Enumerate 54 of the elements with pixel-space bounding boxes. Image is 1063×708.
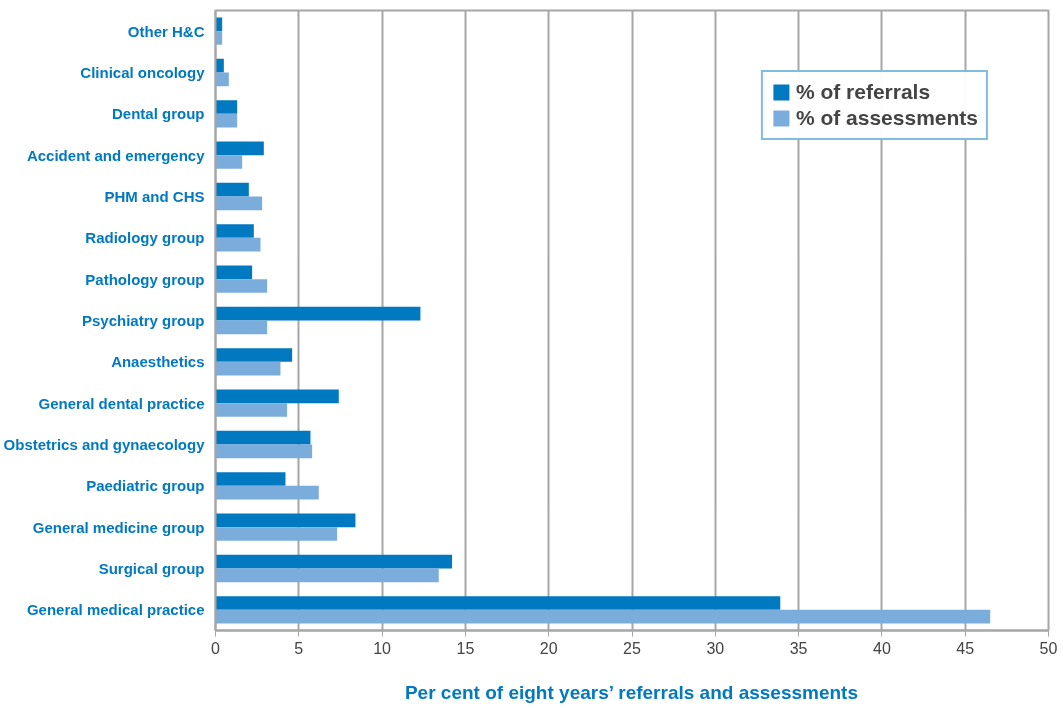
- y-tick-label: Accident and emergency: [26, 146, 206, 164]
- y-tick-label: Clinical oncology: [80, 64, 206, 81]
- x-tick-label: 30: [706, 639, 725, 657]
- bar: [215, 141, 264, 156]
- y-tick-label: Other H&C: [127, 22, 205, 40]
- bar: [215, 568, 439, 583]
- bar: [215, 237, 261, 252]
- x-tick-label: 45: [956, 639, 975, 657]
- bar: [215, 320, 268, 335]
- y-tick-label: Obstetrics and gynaecology: [3, 436, 206, 453]
- x-tick-label: 40: [873, 639, 891, 657]
- bar: [215, 100, 238, 114]
- y-tick-label: General medical practice: [26, 601, 205, 619]
- y-tick-label: General dental practice: [38, 394, 205, 412]
- legend-label: % of assessments: [795, 106, 978, 130]
- bar: [215, 444, 313, 459]
- bar: [215, 527, 338, 541]
- x-tick-label: 10: [373, 639, 392, 657]
- y-tick-label: PHM and CHS: [104, 188, 205, 205]
- x-tick-label: 15: [456, 639, 475, 657]
- bar: [215, 306, 421, 321]
- x-tick-label: 0: [211, 639, 221, 657]
- y-tick-label: Dental group: [112, 105, 205, 123]
- y-tick-label: Paediatric group: [86, 477, 205, 495]
- bar: [215, 389, 339, 404]
- y-tick-label: Surgical group: [98, 560, 205, 577]
- x-tick-label: 35: [789, 639, 808, 657]
- bar: [215, 279, 268, 293]
- y-tick-label: Psychiatry group: [81, 312, 205, 329]
- bar: [215, 182, 249, 197]
- bar: [215, 472, 286, 486]
- x-axis-title: Per cent of eight years’ referrals and assessments: [404, 681, 859, 703]
- x-tick-label: 20: [539, 639, 558, 657]
- bar: [215, 596, 781, 610]
- bar: [215, 265, 253, 280]
- bar: [215, 430, 311, 445]
- bar: [215, 609, 991, 624]
- bar: [215, 513, 356, 528]
- x-tick-label: 50: [1039, 639, 1058, 657]
- bar: [215, 224, 254, 238]
- bar: [215, 361, 281, 376]
- bar: [215, 348, 293, 362]
- legend-label: % of referrals: [795, 80, 931, 104]
- bar: [215, 403, 288, 417]
- bar: [215, 554, 453, 569]
- bar: [215, 196, 263, 211]
- y-tick-label: General medicine group: [32, 518, 205, 536]
- bar: [215, 485, 319, 500]
- y-tick-label: Anaesthetics: [111, 353, 205, 371]
- x-tick-label: 5: [294, 639, 304, 657]
- y-tick-label: Pathology group: [85, 270, 205, 288]
- y-tick-label: Radiology group: [85, 229, 205, 247]
- bar: [215, 155, 243, 169]
- x-tick-label: 25: [623, 639, 641, 657]
